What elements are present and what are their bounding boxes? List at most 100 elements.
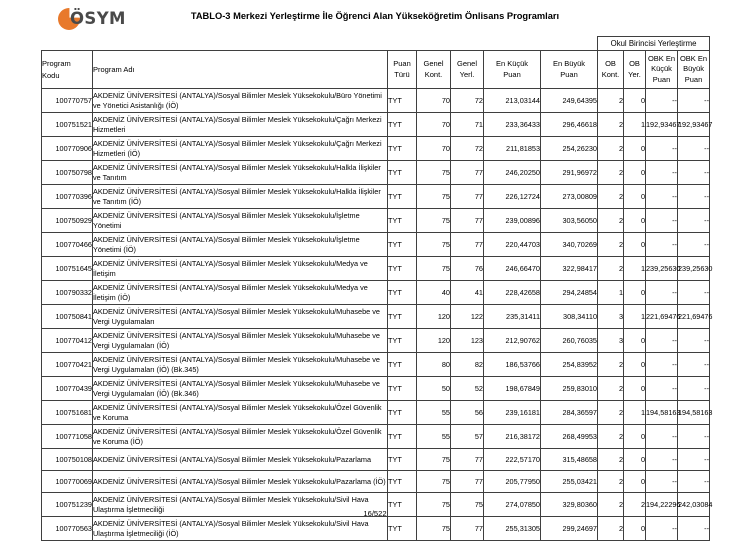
program-adi-line2: Hizmetleri (İÖ) (93, 148, 141, 158)
program-adi-line1: AKDENİZ ÜNİVERSİTESİ (ANTALYA)/Sosyal Bi… (93, 403, 382, 413)
cell-ob-yer: 0 (623, 280, 646, 305)
cell-genel-kont: 75 (416, 184, 451, 209)
program-adi-line1: AKDENİZ ÜNİVERSİTESİ (ANTALYA)/Sosyal Bi… (93, 115, 382, 125)
cell-genel-kont: 75 (416, 448, 451, 471)
cell-puan-turu: TYT (387, 232, 417, 257)
cell-obk-en-kucuk-puan: -- (645, 328, 678, 353)
cell-en-kucuk-puan: 222,57170 (483, 448, 541, 471)
cell-en-buyuk-puan: 299,24697 (540, 516, 598, 541)
spacer-cell-en-kucuk (484, 37, 541, 51)
cell-en-kucuk-puan: 226,12724 (483, 184, 541, 209)
cell-en-kucuk-puan: 235,31411 (483, 304, 541, 329)
header-ob-kont-line1: OB (605, 59, 616, 69)
cell-program-adi: AKDENİZ ÜNİVERSİTESİ (ANTALYA)/Sosyal Bi… (92, 328, 388, 353)
cell-program-kodu: 100770563 (41, 516, 93, 541)
cell-en-kucuk-puan: 212,90762 (483, 328, 541, 353)
cell-obk-en-kucuk-puan: -- (645, 88, 678, 113)
cell-obk-en-kucuk-puan: -- (645, 160, 678, 185)
cell-ob-yer: 0 (623, 208, 646, 233)
cell-ob-yer: 0 (623, 424, 646, 449)
cell-program-kodu: 100771058 (41, 424, 93, 449)
cell-genel-kont: 55 (416, 400, 451, 425)
cell-puan-turu: TYT (387, 304, 417, 329)
cell-ob-kont: 2 (597, 256, 624, 281)
cell-genel-yerl: 77 (450, 232, 484, 257)
program-adi-line1: AKDENİZ ÜNİVERSİTESİ (ANTALYA)/Sosyal Bi… (93, 427, 382, 437)
cell-obk-en-buyuk-puan: -- (676, 470, 711, 493)
cell-en-kucuk-puan: 228,42658 (483, 280, 541, 305)
header-genel-kont-line1: Genel (423, 59, 444, 69)
header-ob-kont-line2: Kont. (601, 69, 620, 79)
cell-ob-yer: 1 (623, 112, 646, 137)
program-adi-line1: AKDENİZ ÜNİVERSİTESİ (ANTALYA)/Sosyal Bi… (93, 519, 369, 529)
cell-program-kodu: 100770069 (41, 470, 93, 493)
cell-obk-en-buyuk-puan: -- (676, 352, 711, 377)
program-adi-line1: AKDENİZ ÜNİVERSİTESİ (ANTALYA)/Sosyal Bi… (93, 331, 380, 341)
cell-program-adi: AKDENİZ ÜNİVERSİTESİ (ANTALYA)/Sosyal Bi… (92, 280, 388, 305)
cell-ob-kont: 2 (597, 88, 624, 113)
program-adi-line2: İletişim (İÖ) (93, 292, 131, 302)
header-ob-yer-line2: Yer. (628, 69, 641, 79)
program-adi-line2: Yönetimi (93, 220, 122, 230)
cell-puan-turu: TYT (387, 208, 417, 233)
cell-program-kodu: 100770906 (41, 136, 93, 161)
program-adi-line1: AKDENİZ ÜNİVERSİTESİ (ANTALYA)/Sosyal Bi… (93, 187, 381, 197)
program-adi-line2: Vergi Uygulamaları (İÖ) (Bk.345) (93, 364, 199, 374)
cell-ob-yer: 0 (623, 136, 646, 161)
spacer-cell-kodu (42, 37, 93, 51)
program-adi-line2: Vergi Uygulamaları (93, 316, 155, 326)
cell-obk-en-kucuk-puan: -- (645, 448, 678, 471)
cell-genel-yerl: 122 (450, 304, 484, 329)
table-body: 100770757 AKDENİZ ÜNİVERSİTESİ (ANTALYA)/… (41, 88, 713, 541)
cell-obk-en-buyuk-puan: -- (676, 376, 711, 401)
cell-puan-turu: TYT (387, 448, 417, 471)
header-puan-turu: Puan Türü (387, 50, 417, 89)
cell-genel-kont: 75 (416, 232, 451, 257)
header-program-kodu-line1: Program (42, 58, 71, 68)
cell-program-kodu: 100750798 (41, 160, 93, 185)
program-adi-line1: AKDENİZ ÜNİVERSİTESİ (ANTALYA)/Sosyal Bi… (93, 454, 372, 464)
cell-program-kodu: 100770412 (41, 328, 93, 353)
cell-obk-en-kucuk-puan: -- (645, 232, 678, 257)
cell-ob-kont: 3 (597, 328, 624, 353)
cell-obk-en-kucuk-puan: -- (645, 376, 678, 401)
cell-en-buyuk-puan: 308,34110 (540, 304, 598, 329)
cell-en-kucuk-puan: 239,00896 (483, 208, 541, 233)
table-row: 100770439 AKDENİZ ÜNİVERSİTESİ (ANTALYA)/… (41, 376, 711, 401)
cell-ob-kont: 2 (597, 516, 624, 541)
table-row: 100750108 AKDENİZ ÜNİVERSİTESİ (ANTALYA)/… (41, 448, 711, 471)
table-row: 100751681 AKDENİZ ÜNİVERSİTESİ (ANTALYA)/… (41, 400, 713, 425)
cell-en-buyuk-puan: 315,48658 (540, 448, 598, 471)
header-program-kodu-line2: Kodu (42, 70, 60, 80)
cell-puan-turu: TYT (387, 352, 417, 377)
program-adi-line1: AKDENİZ ÜNİVERSİTESİ (ANTALYA)/Sosyal Bi… (93, 476, 386, 486)
cell-genel-yerl: 77 (450, 160, 484, 185)
program-adi-line1: AKDENİZ ÜNİVERSİTESİ (ANTALYA)/Sosyal Bi… (93, 283, 368, 293)
table-group-header-row: Okul Birincisi Yerleştirme (42, 36, 711, 51)
cell-program-kodu: 100751681 (41, 400, 93, 425)
cell-program-kodu: 100770396 (41, 184, 93, 209)
cell-ob-yer: 0 (623, 376, 646, 401)
cell-genel-kont: 75 (416, 470, 451, 493)
cell-obk-en-buyuk-puan: -- (676, 328, 711, 353)
cell-obk-en-kucuk-puan: 221,69476 (645, 304, 681, 329)
cell-obk-en-kucuk-puan: -- (645, 516, 678, 541)
cell-en-buyuk-puan: 273,00809 (540, 184, 598, 209)
cell-ob-yer: 0 (623, 232, 646, 257)
cell-genel-yerl: 77 (450, 516, 484, 541)
cell-obk-en-buyuk-puan: 192,93467 (676, 112, 713, 137)
cell-genel-yerl: 77 (450, 184, 484, 209)
table-row: 100751521 AKDENİZ ÜNİVERSİTESİ (ANTALYA)/… (41, 112, 713, 137)
cell-genel-kont: 70 (416, 112, 451, 137)
cell-program-kodu: 100751521 (41, 112, 93, 137)
cell-obk-en-buyuk-puan: -- (676, 280, 711, 305)
cell-program-adi: AKDENİZ ÜNİVERSİTESİ (ANTALYA)/Sosyal Bi… (92, 376, 388, 401)
header-obk-en-kucuk-puan-line2: Küçük Puan (651, 64, 672, 84)
cell-ob-kont: 2 (597, 470, 624, 493)
header-program-kodu: Program Kodu (41, 50, 93, 89)
cell-obk-en-buyuk-puan: -- (676, 516, 711, 541)
program-adi-line2: İletişim (93, 268, 116, 278)
cell-program-kodu: 100770439 (41, 376, 93, 401)
cell-en-kucuk-puan: 233,36433 (483, 112, 541, 137)
cell-en-buyuk-puan: 294,24854 (540, 280, 598, 305)
